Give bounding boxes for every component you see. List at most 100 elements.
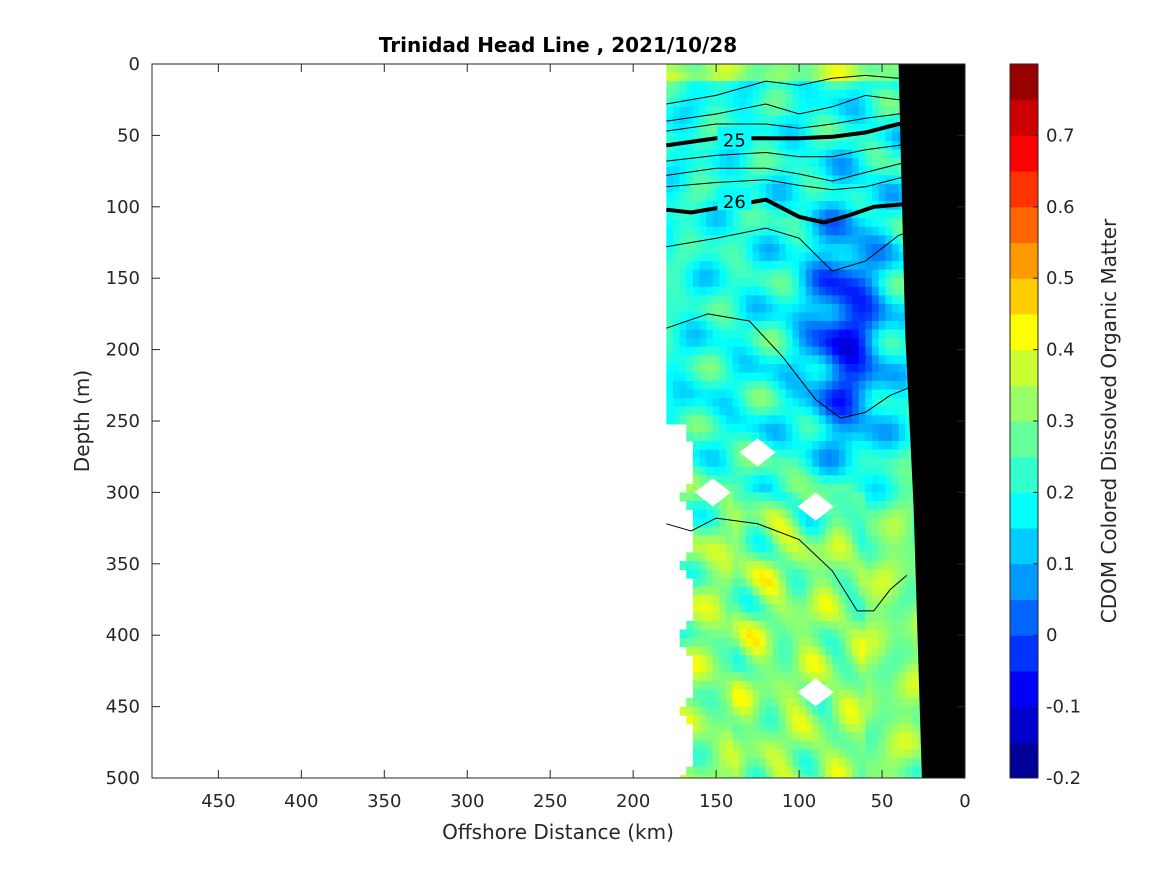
cdom-cell <box>885 363 893 374</box>
cdom-cell <box>878 115 886 125</box>
cdom-cell <box>726 252 734 262</box>
cdom-cell <box>858 381 867 391</box>
cdom-cell <box>799 338 807 348</box>
cdom-cell <box>726 158 734 168</box>
cdom-cell <box>706 620 714 631</box>
cdom-cell <box>845 766 853 776</box>
isopycnal-thin <box>666 70 932 105</box>
cdom-cell <box>845 440 853 451</box>
colorbar-tick-label: -0.1 <box>1046 697 1081 718</box>
colorbar-band <box>1010 349 1038 386</box>
cdom-cell <box>838 552 847 562</box>
cdom-cell <box>745 64 754 74</box>
cdom-cell <box>805 603 813 613</box>
cdom-cell <box>911 740 920 751</box>
cdom-cell <box>719 252 727 262</box>
cdom-cell <box>712 663 721 673</box>
cdom-cell <box>872 655 880 665</box>
cdom-cell <box>752 115 760 125</box>
cdom-cell <box>765 595 774 605</box>
cdom-cell <box>792 243 800 254</box>
cdom-cell <box>905 518 913 528</box>
cdom-cell <box>745 106 754 117</box>
cdom-cell <box>672 303 681 314</box>
cdom-cell <box>706 235 714 245</box>
cdom-cell <box>692 286 701 296</box>
cdom-cell <box>779 209 787 219</box>
cdom-cell <box>719 458 727 468</box>
cdom-cell <box>905 775 913 778</box>
cdom-cell <box>825 329 833 339</box>
cdom-cell <box>726 363 734 374</box>
cdom-cell <box>666 278 674 288</box>
cdom-cell <box>858 629 867 639</box>
cdom-cell <box>799 106 807 117</box>
cdom-cell <box>891 492 900 502</box>
cdom-cell <box>818 432 827 442</box>
cdom-cell <box>845 98 853 108</box>
cdom-cell <box>719 775 727 778</box>
cdom-cell <box>878 235 886 245</box>
cdom-cell <box>891 672 900 682</box>
cdom-cell <box>885 98 893 108</box>
cdom-cell <box>805 89 813 99</box>
cdom-cell <box>865 535 873 545</box>
x-axis-ticks: 450 400 350 300 250 200 150 100 50 0 <box>201 64 971 812</box>
cdom-cell <box>838 406 847 416</box>
cdom-cell <box>692 689 701 699</box>
cdom-cell <box>858 175 867 185</box>
cdom-cell <box>911 629 920 639</box>
cdom-cell <box>719 432 727 442</box>
cdom-cell <box>885 423 893 434</box>
cdom-cell <box>878 655 886 665</box>
cdom-cell <box>785 303 794 314</box>
cdom-cell <box>772 89 780 99</box>
cdom-cell <box>858 449 867 459</box>
cdom-cell <box>779 363 787 374</box>
cdom-cell <box>759 166 767 176</box>
cdom-cell <box>765 535 774 545</box>
cdom-cell <box>799 586 807 596</box>
cdom-cell <box>666 64 674 74</box>
cdom-cell <box>838 595 847 605</box>
cdom-cell <box>805 389 813 399</box>
cdom-cell <box>679 629 687 639</box>
cdom-cell <box>799 235 807 245</box>
cdom-cell <box>739 346 747 356</box>
cdom-cell <box>885 672 893 682</box>
cdom-cell <box>818 175 827 185</box>
cdom-cell <box>765 381 774 391</box>
cdom-cell <box>805 775 813 778</box>
cdom-cell <box>706 415 714 425</box>
cdom-cell <box>865 475 873 485</box>
cdom-cell <box>825 740 833 751</box>
cdom-cell <box>858 500 867 511</box>
cdom-cell <box>785 458 794 468</box>
cdom-cell <box>885 740 893 751</box>
cdom-cell <box>818 226 827 236</box>
cdom-cell <box>825 278 833 288</box>
cdom-cell <box>686 698 694 708</box>
cdom-cell <box>772 595 780 605</box>
cdom-cell <box>666 415 674 425</box>
cdom-cell <box>898 338 906 348</box>
cdom-cell <box>852 372 860 382</box>
cdom-cell <box>812 715 820 725</box>
cdom-cell <box>852 560 860 571</box>
cdom-cell <box>865 509 873 519</box>
cdom-cell <box>726 620 734 631</box>
cdom-cell <box>672 346 681 356</box>
cdom-cell <box>845 706 853 716</box>
cdom-cell <box>699 132 707 142</box>
cdom-cell <box>779 518 787 528</box>
cdom-cell <box>672 312 681 322</box>
cdom-cell <box>905 432 913 442</box>
cdom-cell <box>911 706 920 716</box>
cdom-cell <box>852 749 860 759</box>
cdom-cell <box>832 655 840 665</box>
cdom-cell <box>772 740 780 751</box>
cdom-cell <box>911 758 920 768</box>
cdom-cell <box>692 406 701 416</box>
cdom-cell <box>759 278 767 288</box>
cdom-cell <box>799 449 807 459</box>
